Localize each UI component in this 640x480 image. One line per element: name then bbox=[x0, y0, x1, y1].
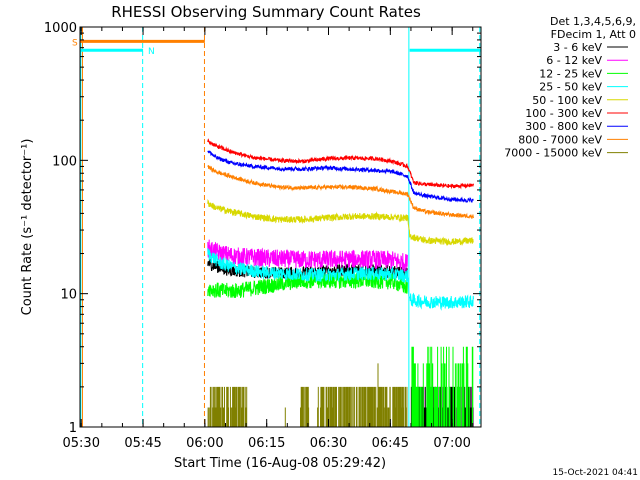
series-25-50-kev bbox=[207, 248, 474, 311]
x-tick-label-06:45: 06:45 bbox=[372, 436, 409, 451]
y-tick-label-10: 10 bbox=[60, 288, 77, 303]
x-tick-label-06:30: 06:30 bbox=[310, 436, 347, 451]
series-800-7000-kev bbox=[207, 165, 474, 219]
x-tick-label-07:00: 07:00 bbox=[433, 436, 470, 451]
legend-label-2: 12 - 25 keV bbox=[539, 67, 602, 80]
state-bar-label-0: S bbox=[72, 38, 78, 48]
series-3-6-kev bbox=[207, 258, 408, 281]
x-axis-ticks: 05:30 05:45 06:00 06:15 06:30 06:45 07:00 bbox=[63, 27, 474, 451]
legend-label-1: 6 - 12 keV bbox=[546, 54, 602, 67]
timestamp: 15-Oct-2021 04:41 bbox=[553, 468, 638, 478]
x-tick-label-05:30: 05:30 bbox=[63, 436, 100, 451]
x-tick-label-05:45: 05:45 bbox=[124, 436, 161, 451]
series-7000-15000-kev bbox=[207, 363, 408, 427]
legend-header-line-2: FDecim 1, Att 0 bbox=[551, 28, 636, 41]
y-axis-ticks: 1 10 100 1000 bbox=[44, 21, 481, 436]
legend-label-7: 800 - 7000 keV bbox=[518, 133, 602, 146]
x-axis-label: Start Time (16-Aug-08 05:29:42) bbox=[174, 456, 386, 471]
legend-label-6: 300 - 800 keV bbox=[525, 120, 602, 133]
vertical-markers bbox=[80, 27, 481, 427]
y-axis-label: Count Rate (s⁻¹ detector⁻¹) bbox=[20, 139, 35, 316]
legend-label-3: 25 - 50 keV bbox=[539, 81, 602, 94]
state-bar-label-1: N bbox=[148, 47, 155, 57]
legend-label-4: 50 - 100 keV bbox=[532, 94, 602, 107]
series-lines bbox=[207, 138, 474, 427]
legend: Det 1,3,4,5,6,9, FDecim 1, Att 0 3 - 6 k… bbox=[504, 15, 636, 160]
plot-frame bbox=[79, 26, 482, 428]
legend-label-0: 3 - 6 keV bbox=[553, 41, 602, 54]
series-100-300-kev bbox=[207, 138, 474, 190]
legend-label-5: 100 - 300 keV bbox=[525, 107, 602, 120]
y-tick-label-1: 1 bbox=[69, 421, 77, 436]
legend-label-8: 7000 - 15000 keV bbox=[504, 147, 602, 160]
y-tick-label-100: 100 bbox=[52, 154, 77, 169]
series-12-25-kev bbox=[207, 272, 408, 299]
series-300-800-kev bbox=[207, 150, 474, 203]
y-tick-label-1000: 1000 bbox=[44, 21, 77, 36]
legend-header-line-1: Det 1,3,4,5,6,9, bbox=[550, 15, 636, 28]
x-tick-label-06:00: 06:00 bbox=[186, 436, 223, 451]
x-tick-label-06:15: 06:15 bbox=[248, 436, 285, 451]
chart-title: RHESSI Observing Summary Count Rates bbox=[111, 3, 421, 21]
series-12-25-kev-late bbox=[411, 346, 474, 427]
attenuator-bars: SN bbox=[72, 38, 481, 57]
series-50-100-kev bbox=[207, 198, 474, 247]
